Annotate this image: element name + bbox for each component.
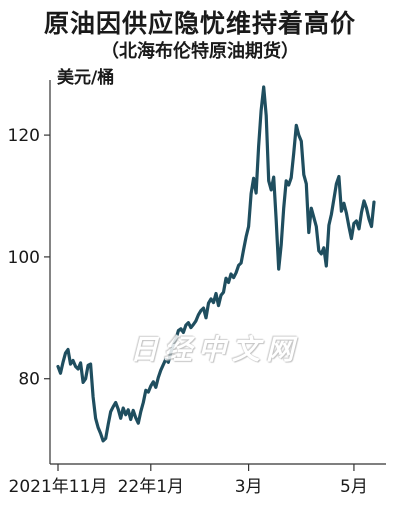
brent-price-line bbox=[56, 85, 376, 443]
chart-subtitle: （北海布伦特原油期货） bbox=[101, 41, 299, 62]
y-tick-label: 100 bbox=[8, 248, 40, 268]
x-tick-label: 3月 bbox=[235, 477, 263, 497]
x-tick-label: 22年1月 bbox=[118, 477, 184, 497]
x-tick-label: 5月 bbox=[340, 477, 368, 497]
chart-series bbox=[56, 85, 376, 443]
chart-title: 原油因供应隐忧维持着高价 bbox=[43, 9, 356, 38]
x-tick-label: 2021年11月 bbox=[9, 477, 108, 497]
chart-tick-labels: 80 100 120 2021年11月 22年1月 3月 5月 bbox=[8, 126, 368, 497]
watermark-logo: 日经中文网 bbox=[130, 333, 301, 366]
y-tick-label: 120 bbox=[8, 126, 40, 146]
chart-axes bbox=[44, 80, 386, 471]
y-tick-label: 80 bbox=[18, 370, 40, 390]
y-axis-unit-label: 美元/桶 bbox=[57, 68, 115, 88]
